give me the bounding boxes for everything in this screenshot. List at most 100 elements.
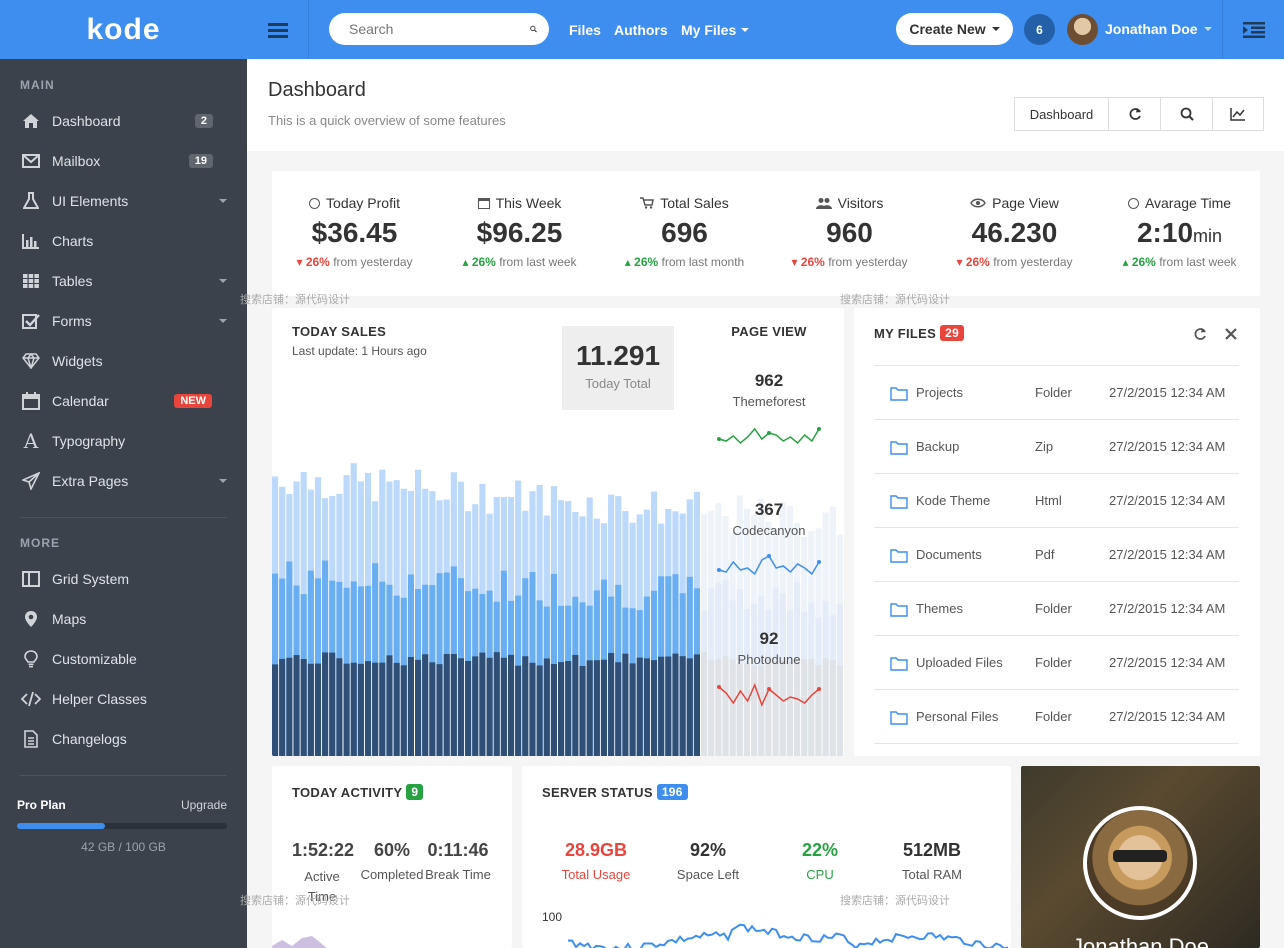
sparkline-point — [717, 437, 721, 441]
refresh-icon — [1129, 108, 1141, 120]
page-subtitle: This is a quick overview of some feature… — [268, 113, 506, 128]
stat-note: from yesterday — [828, 255, 908, 269]
stat-note: from yesterday — [333, 255, 413, 269]
folder-icon — [888, 655, 910, 671]
file-date: 27/2/2015 12:34 AM — [1109, 601, 1226, 616]
nav-authors[interactable]: Authors — [614, 22, 668, 38]
sidebar-item-grid-system[interactable]: Grid System — [0, 559, 247, 599]
upgrade-link[interactable]: Upgrade — [180, 798, 227, 812]
activity-label: Break Time — [425, 867, 491, 882]
sales-bar — [829, 660, 836, 756]
stat-pct: 26% — [965, 255, 990, 269]
user-menu[interactable]: Jonathan Doe — [1105, 21, 1212, 37]
stat-today-profit: Today Profit $36.45 ▾ 26% from yesterday — [272, 171, 437, 269]
sales-bar — [808, 658, 815, 756]
sales-bar — [672, 653, 679, 756]
sales-bar — [300, 659, 307, 756]
user-avatar[interactable] — [1067, 14, 1098, 45]
profile-name: Jonathan Doe — [1072, 934, 1209, 948]
chevron-down-icon — [219, 199, 227, 203]
line-chart-icon — [1230, 108, 1245, 121]
sidebar-item-customizable[interactable]: Customizable — [0, 639, 247, 679]
today-sales-card: TODAY SALES Last update: 1 Hours ago 11.… — [272, 308, 844, 756]
sales-bar — [314, 663, 322, 756]
sidebar-item-label: Calendar — [52, 393, 109, 409]
sales-bar — [693, 654, 700, 756]
watermark-text: 搜索店铺：源代码设计 — [240, 895, 350, 907]
diamond-icon — [20, 352, 42, 370]
activity-area-chart — [272, 936, 327, 948]
server-stat-value: 22% — [801, 840, 839, 860]
server-stat-label: CPU — [806, 867, 834, 882]
chevron-down-icon — [741, 28, 750, 32]
sales-bar — [758, 665, 765, 756]
sales-bar — [322, 652, 329, 756]
sidebar-heading-more: MORE — [20, 536, 60, 550]
search-button[interactable] — [1161, 98, 1213, 130]
activity-label: Completed — [360, 867, 424, 882]
file-row[interactable]: Uploaded Files Folder 27/2/2015 12:34 AM — [874, 635, 1239, 689]
sidebar-item-label: Changelogs — [52, 731, 127, 747]
notifications-badge[interactable]: 6 — [1024, 14, 1055, 45]
file-row[interactable]: Backup Zip 27/2/2015 12:34 AM — [874, 419, 1239, 473]
nav-my-files[interactable]: My Files — [681, 22, 750, 38]
sidebar-item-forms[interactable]: Forms — [0, 301, 247, 341]
stat-label: Page View — [992, 195, 1059, 211]
sidebar-item-dashboard[interactable]: Dashboard 2 — [0, 101, 247, 141]
document-icon — [20, 730, 42, 748]
search-input[interactable] — [349, 21, 530, 37]
sidebar-item-label: Charts — [52, 233, 94, 249]
sidebar-item-typography[interactable]: A Typography — [0, 421, 247, 461]
activity-count: 9 — [406, 784, 424, 800]
file-row[interactable]: Documents Pdf 27/2/2015 12:34 AM — [874, 527, 1239, 581]
menu-toggle-button[interactable] — [247, 0, 309, 59]
sidebar-item-calendar[interactable]: Calendar NEW — [0, 381, 247, 421]
sidebar-item-mailbox[interactable]: Mailbox 19 — [0, 141, 247, 181]
sidebar-item-charts[interactable]: Charts — [0, 221, 247, 261]
nav-my-files-label: My Files — [681, 22, 737, 38]
sidebar-item-extra-pages[interactable]: Extra Pages — [0, 461, 247, 501]
page-toolbar: Dashboard — [1014, 97, 1264, 131]
sidebar-item-tables[interactable]: Tables — [0, 261, 247, 301]
sidebar-item-label: Helper Classes — [52, 691, 147, 707]
folder-icon — [888, 601, 910, 617]
page-view-name: Themeforest — [732, 394, 806, 409]
sidebar-item-helper-classes[interactable]: Helper Classes — [0, 679, 247, 719]
right-panel-toggle[interactable] — [1222, 0, 1284, 59]
sidebar-item-widgets[interactable]: Widgets — [0, 341, 247, 381]
my-files-title: MY FILES — [874, 325, 937, 341]
refresh-icon[interactable] — [1193, 327, 1207, 341]
file-list-end — [874, 743, 1239, 744]
stat-note: from last week — [499, 255, 577, 269]
refresh-button[interactable] — [1109, 98, 1161, 130]
stats-card: Today Profit $36.45 ▾ 26% from yesterday… — [272, 171, 1260, 296]
page-title: Dashboard — [268, 79, 366, 101]
file-row[interactable]: Personal Files Folder 27/2/2015 12:34 AM — [874, 689, 1239, 743]
profile-avatar[interactable] — [1083, 806, 1197, 920]
file-row[interactable]: Kode Theme Html 27/2/2015 12:34 AM — [874, 473, 1239, 527]
file-type: Zip — [1035, 439, 1054, 454]
sales-bar — [658, 656, 665, 756]
sales-bar — [486, 657, 493, 756]
brand-logo[interactable]: kode — [0, 0, 247, 59]
profile-card: Jonathan Doe — [1021, 766, 1260, 948]
today-total-box: 11.291 Today Total — [562, 326, 674, 410]
nav-files[interactable]: Files — [569, 22, 601, 38]
toolbar-dashboard-button[interactable]: Dashboard — [1015, 98, 1109, 130]
sidebar-item-ui-elements[interactable]: UI Elements — [0, 181, 247, 221]
stats-button[interactable] — [1213, 98, 1263, 130]
page-view-value: 92 — [759, 629, 779, 648]
sales-bar — [793, 658, 801, 756]
codecanyon-sparkline — [717, 554, 821, 576]
watermark-text: 搜索店铺：源代码设计 — [840, 294, 950, 306]
sidebar-item-changelogs[interactable]: Changelogs — [0, 719, 247, 759]
file-row[interactable]: Themes Folder 27/2/2015 12:34 AM — [874, 581, 1239, 635]
create-new-button[interactable]: Create New — [896, 13, 1013, 45]
close-icon[interactable] — [1225, 328, 1237, 340]
file-row[interactable]: Projects Folder 27/2/2015 12:34 AM — [874, 365, 1239, 419]
sparkline-point — [817, 560, 821, 564]
search-box[interactable] — [329, 13, 549, 45]
sales-bar — [565, 661, 572, 756]
sidebar-item-maps[interactable]: Maps — [0, 599, 247, 639]
search-icon[interactable] — [530, 21, 537, 37]
